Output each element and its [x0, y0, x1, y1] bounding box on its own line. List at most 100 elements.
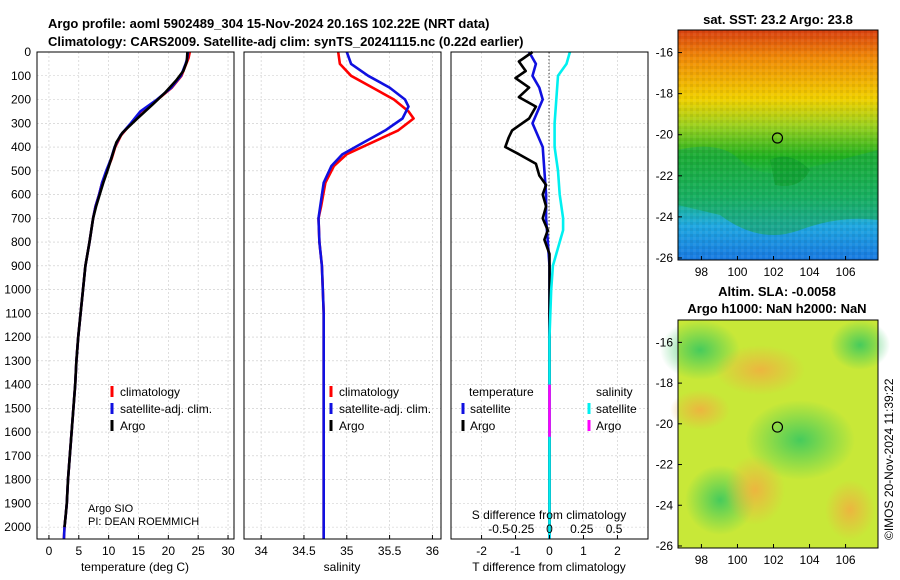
sla-map-title1: Altim. SLA: -0.0058	[718, 284, 836, 299]
y-tick-label: 900	[11, 259, 31, 273]
x-tick-label: 34	[254, 544, 268, 558]
s-tick-label: -0.5	[488, 522, 509, 536]
series-argo	[63, 51, 189, 528]
y-tick-label: 1600	[4, 425, 31, 439]
s-tick-label: -0.25	[507, 522, 535, 536]
series-t-argo	[503, 50, 551, 535]
legend-label-climatology: climatology	[339, 385, 399, 399]
y-tick-label: 700	[11, 211, 31, 225]
y-tick-label: 800	[11, 235, 31, 249]
s-difference-xlabel: S difference from climatology	[472, 508, 627, 522]
map-y-tick-label: -22	[656, 169, 674, 183]
sst-map-panel: sat. SST: 23.2 Argo: 23.8 98 100 102 104 106…	[656, 12, 879, 279]
difference-legend-salinity: salinity satellite Argo	[587, 385, 637, 433]
legend-title-temperature: temperature	[469, 385, 534, 399]
legend-label-argo: Argo	[120, 419, 146, 433]
map-y-tick-label: -26	[656, 251, 674, 265]
legend-label-s-satellite: satellite	[596, 402, 637, 416]
legend-label-satellite: satellite-adj. clim.	[339, 402, 431, 416]
map-y-tick-label: -18	[656, 376, 674, 390]
series-satellite-adj-clim-	[317, 51, 410, 539]
x-tick-label: 36	[426, 544, 440, 558]
map-x-tick-label: 102	[763, 265, 783, 279]
map-y-tick-label: -20	[656, 128, 674, 142]
chart-title-line2: Climatology: CARS2009. Satellite-adj cli…	[48, 34, 523, 49]
y-tick-label: 1000	[4, 283, 31, 297]
salinity-axes-frame	[243, 51, 442, 540]
x-tick-label: 20	[162, 544, 176, 558]
y-tick-label: 0	[24, 45, 31, 59]
difference-legend-temperature: temperature satellite Argo	[461, 385, 534, 433]
sst-texture	[678, 30, 878, 260]
map-x-tick-label: 106	[836, 265, 856, 279]
map-x-tick-label: 100	[727, 265, 747, 279]
x-tick-label: 34.5	[292, 544, 316, 558]
sla-high-1	[715, 345, 805, 395]
x-tick-label: 5	[75, 544, 82, 558]
x-tick-label: 2	[614, 544, 621, 558]
x-tick-label: -1	[510, 544, 521, 558]
map-y-tick-label: -22	[656, 458, 674, 472]
x-tick-label: 1	[580, 544, 587, 558]
legend-label-t-argo: Argo	[470, 419, 496, 433]
salinity-legend: climatology satellite-adj. clim. Argo	[329, 385, 431, 433]
map-x-tick-label: 104	[800, 265, 820, 279]
difference-panel: -2 -1 0 1 2 S difference from climatology -0…	[450, 50, 649, 574]
sla-low-2	[830, 320, 890, 370]
map-x-tick-label: 100	[727, 553, 747, 567]
x-tick-label: 0	[46, 544, 53, 558]
argo-location-marker	[771, 421, 784, 433]
map-x-tick-label: 102	[763, 553, 783, 567]
x-tick-label: -2	[476, 544, 487, 558]
y-tick-label: 1500	[4, 401, 31, 415]
sla-high-4	[825, 480, 875, 540]
s-tick-label: 0	[546, 522, 553, 536]
chart-title-line1: Argo profile: aoml 5902489_304 15-Nov-20…	[48, 16, 490, 31]
temperature-xlabel: temperature (deg C)	[81, 560, 189, 574]
s-tick-label: 0.5	[606, 522, 623, 536]
series-t-satellite	[527, 51, 551, 539]
annotation-argo-sio: Argo SIO	[88, 503, 134, 515]
sla-low-3	[745, 400, 855, 480]
x-tick-label: 10	[102, 544, 116, 558]
argo-location-marker	[771, 132, 784, 144]
t-difference-xlabel: T difference from climatology	[472, 560, 626, 574]
salinity-panel: 34 34.5 35 35.5 36 salinity climatology sate…	[243, 51, 442, 574]
y-tick-label: 1700	[4, 449, 31, 463]
y-tick-label: 1900	[4, 496, 31, 510]
y-tick-label: 400	[11, 140, 31, 154]
legend-title-salinity: salinity	[596, 385, 633, 399]
legend-label-climatology: climatology	[120, 385, 180, 399]
x-tick-label: 15	[132, 544, 146, 558]
map-x-tick-label: 104	[800, 553, 820, 567]
map-y-tick-label: -24	[656, 210, 674, 224]
map-y-tick-label: -20	[656, 417, 674, 431]
series-s-satellite	[548, 51, 572, 539]
y-tick-label: 300	[11, 116, 31, 130]
map-x-tick-label: 98	[695, 553, 709, 567]
sst-map-title: sat. SST: 23.2 Argo: 23.8	[703, 12, 853, 27]
x-tick-label: 30	[221, 544, 235, 558]
sst-map-frame	[677, 29, 879, 261]
map-x-tick-label: 98	[695, 265, 709, 279]
y-tick-label: 200	[11, 93, 31, 107]
temperature-legend: climatology satellite-adj. clim. Argo	[110, 385, 212, 433]
annotation-pi: PI: DEAN ROEMMICH	[88, 516, 199, 528]
map-y-tick-label: -24	[656, 498, 674, 512]
y-tick-label: 1200	[4, 330, 31, 344]
sla-map-frame	[677, 319, 879, 549]
sla-map-title2: Argo h1000: NaN h2000: NaN	[687, 301, 866, 316]
legend-label-s-argo: Argo	[596, 419, 622, 433]
y-tick-label: 100	[11, 69, 31, 83]
y-tick-label: 1400	[4, 378, 31, 392]
map-y-tick-label: -16	[656, 335, 674, 349]
y-tick-label: 1300	[4, 354, 31, 368]
sla-map-panel: Altim. SLA: -0.0058 Argo h1000: NaN h200…	[656, 284, 890, 567]
map-y-tick-label: -26	[656, 539, 674, 553]
y-tick-label: 1100	[5, 306, 31, 320]
legend-label-t-satellite: satellite	[470, 402, 511, 416]
x-tick-label: 0	[546, 544, 553, 558]
sla-high-3	[725, 455, 785, 525]
temperature-axes-frame	[36, 51, 235, 540]
